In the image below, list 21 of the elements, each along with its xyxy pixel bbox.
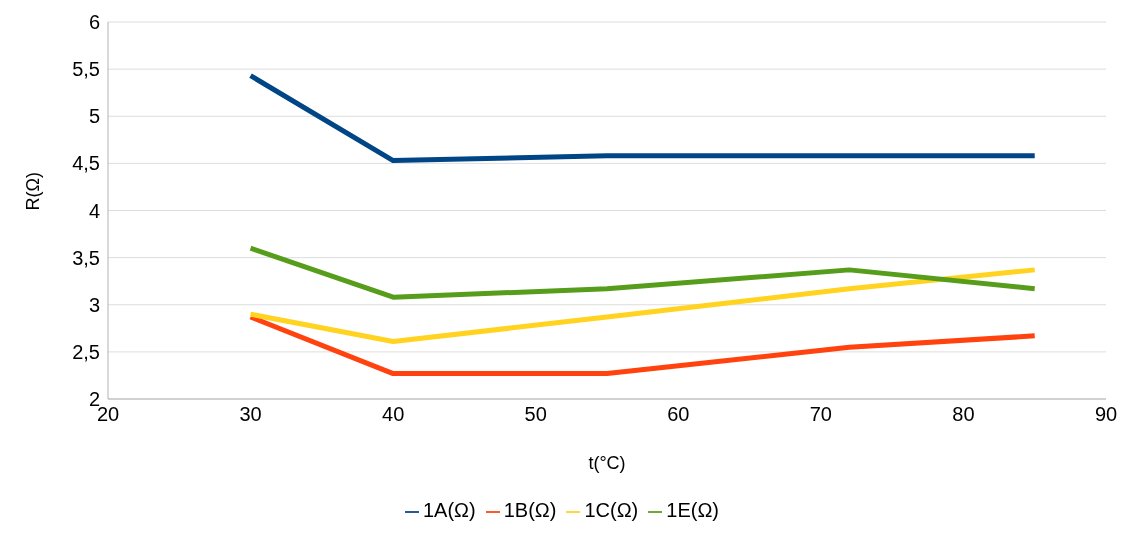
x-tick-label: 60	[667, 403, 690, 426]
y-tick-label: 3,5	[72, 246, 100, 269]
y-tick-label: 5	[88, 105, 100, 128]
x-axis-title: t(°C)	[588, 453, 626, 473]
x-tick-label: 50	[524, 403, 547, 426]
y-tick-label: 4	[88, 199, 100, 222]
legend-label: 1A(Ω)	[422, 499, 476, 521]
y-tick-label: 4,5	[72, 152, 100, 175]
x-tick-label: 90	[1094, 403, 1118, 426]
x-tick-label: 40	[382, 403, 405, 426]
legend-label: 1E(Ω)	[666, 499, 720, 521]
x-tick-label: 30	[239, 403, 262, 426]
legend-label: 1C(Ω)	[584, 499, 639, 521]
y-tick-label: 5,5	[72, 58, 100, 81]
y-axis-title: R(Ω)	[23, 172, 44, 211]
x-tick-label: 70	[809, 403, 832, 426]
y-tick-label: 6	[88, 11, 100, 34]
legend-label: 1B(Ω)	[503, 499, 557, 521]
x-tick-label: 80	[952, 403, 975, 426]
y-tick-label: 3	[88, 293, 100, 316]
y-tick-label: 2,5	[72, 340, 100, 363]
